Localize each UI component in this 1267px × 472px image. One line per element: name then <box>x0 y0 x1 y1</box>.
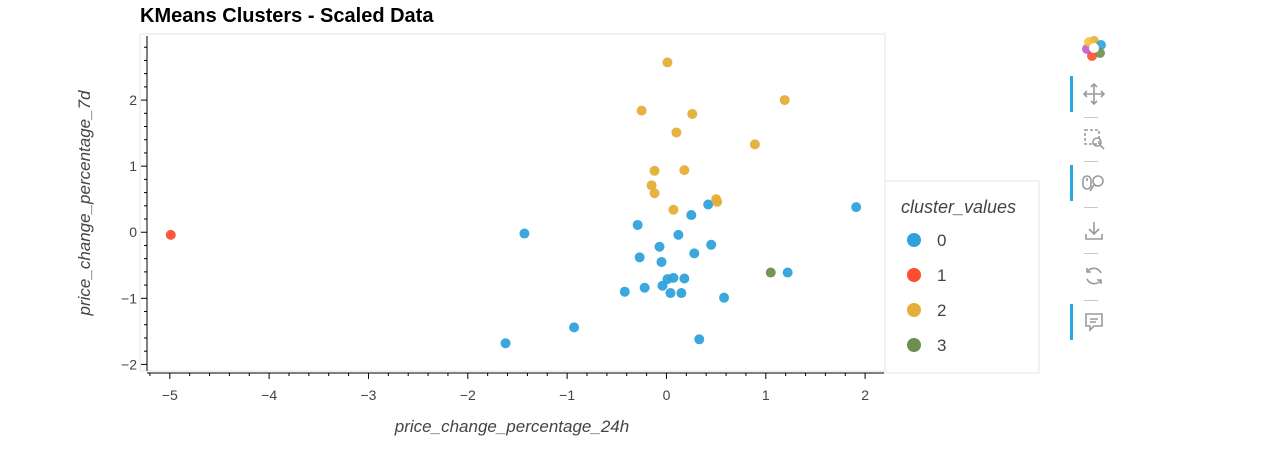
legend-swatch-3 <box>907 338 921 352</box>
data-point-cluster-0[interactable] <box>673 229 684 240</box>
y-tick-label: 2 <box>129 92 137 108</box>
data-point-cluster-0[interactable] <box>665 288 676 299</box>
data-point-cluster-0[interactable] <box>500 338 511 349</box>
data-point-cluster-2[interactable] <box>649 165 660 176</box>
x-tick-label: −3 <box>360 387 376 403</box>
toolbar <box>1066 30 1122 360</box>
data-point-cluster-0[interactable] <box>519 228 530 239</box>
data-point-cluster-0[interactable] <box>668 272 679 283</box>
data-point-cluster-0[interactable] <box>782 267 793 278</box>
x-tick-label: −4 <box>261 387 277 403</box>
y-axis-label: price_change_percentage_7d <box>75 90 94 317</box>
legend-swatch-0 <box>907 233 921 247</box>
data-point-cluster-0[interactable] <box>719 292 730 303</box>
data-point-cluster-0[interactable] <box>656 256 667 267</box>
pan-icon[interactable] <box>1070 76 1118 112</box>
x-tick-label: −1 <box>559 387 575 403</box>
data-point-cluster-2[interactable] <box>646 180 657 191</box>
data-point-cluster-0[interactable] <box>686 210 697 221</box>
chart-title: KMeans Clusters - Scaled Data <box>140 5 434 27</box>
hover-icon[interactable] <box>1070 304 1118 340</box>
reset-icon[interactable] <box>1070 258 1118 294</box>
data-point-cluster-0[interactable] <box>619 286 630 297</box>
data-point-cluster-0[interactable] <box>703 199 714 210</box>
x-tick-label: −2 <box>460 387 476 403</box>
wheel-zoom-icon[interactable] <box>1070 165 1118 201</box>
legend-title: cluster_values <box>901 197 1016 217</box>
data-point-cluster-0[interactable] <box>689 248 700 259</box>
y-tick-label: −2 <box>121 356 137 372</box>
legend-swatch-2 <box>907 303 921 317</box>
scatter-chart: KMeans Clusters - Scaled Data −5 −4 −3 −2 −1… <box>75 5 1040 436</box>
data-point-cluster-0[interactable] <box>634 252 645 263</box>
data-point-cluster-2[interactable] <box>749 139 760 150</box>
y-tick-label: 0 <box>129 224 137 240</box>
plot-frame <box>139 33 886 372</box>
axes-layer: −5 −4 −3 −2 −1 0 1 2 −2 −1 0 1 2 <box>121 36 884 403</box>
data-point-cluster-2[interactable] <box>679 165 690 176</box>
y-tick-label: −1 <box>121 290 137 306</box>
data-point-cluster-2[interactable] <box>687 108 698 119</box>
data-point-cluster-3[interactable] <box>765 267 776 278</box>
data-point-cluster-2[interactable] <box>662 57 673 68</box>
bokeh-logo-icon[interactable] <box>1070 30 1118 66</box>
data-point-cluster-0[interactable] <box>851 202 862 213</box>
x-tick-label: 2 <box>861 387 869 403</box>
data-point-cluster-0[interactable] <box>679 273 690 284</box>
legend-label-1[interactable]: 1 <box>937 266 946 285</box>
legend[interactable]: cluster_values 0 1 2 3 <box>884 180 1040 374</box>
save-icon[interactable] <box>1070 213 1118 249</box>
data-point-cluster-0[interactable] <box>569 322 580 333</box>
data-point-cluster-0[interactable] <box>706 239 717 250</box>
legend-label-0[interactable]: 0 <box>937 231 946 250</box>
legend-swatch-1 <box>907 268 921 282</box>
x-tick-label: 1 <box>762 387 770 403</box>
data-point-cluster-2[interactable] <box>671 127 682 138</box>
y-tick-label: 1 <box>129 158 137 174</box>
data-point-cluster-2[interactable] <box>779 95 790 106</box>
data-point-cluster-0[interactable] <box>639 282 650 293</box>
data-point-cluster-0[interactable] <box>676 288 687 299</box>
legend-label-2[interactable]: 2 <box>937 301 946 320</box>
data-point-cluster-2[interactable] <box>711 194 722 205</box>
points-layer[interactable] <box>165 57 862 349</box>
box-zoom-icon[interactable] <box>1070 121 1118 157</box>
data-point-cluster-2[interactable] <box>668 204 679 215</box>
x-axis-label: price_change_percentage_24h <box>394 417 629 436</box>
x-tick-label: −5 <box>162 387 178 403</box>
x-tick-label: 0 <box>663 387 671 403</box>
data-point-cluster-1[interactable] <box>165 229 176 240</box>
data-point-cluster-2[interactable] <box>636 105 647 116</box>
data-point-cluster-0[interactable] <box>632 219 643 230</box>
data-point-cluster-0[interactable] <box>654 241 665 252</box>
legend-label-3[interactable]: 3 <box>937 336 946 355</box>
data-point-cluster-0[interactable] <box>694 334 705 345</box>
data-point-cluster-2[interactable] <box>649 188 660 199</box>
